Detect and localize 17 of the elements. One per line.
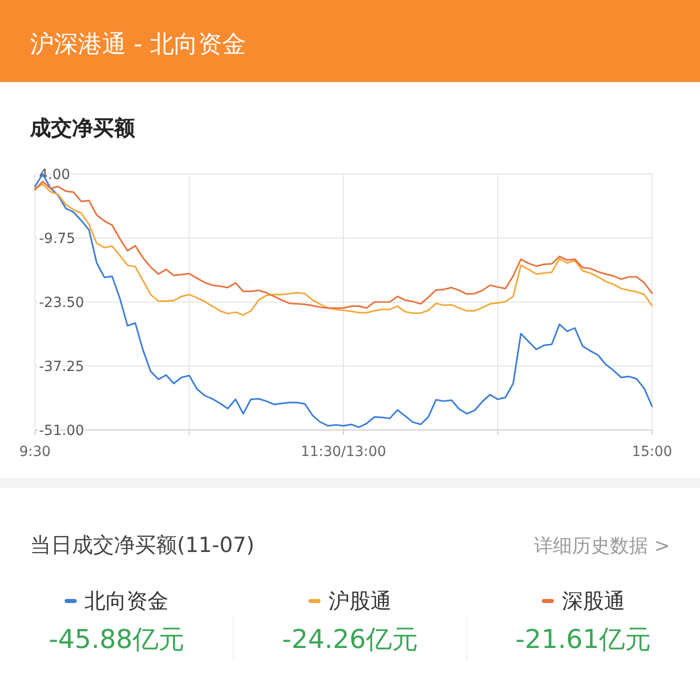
text: 当日成交净买额(11-07) — [30, 533, 254, 557]
legend-label: 沪股通 — [328, 589, 392, 613]
chart-subtitle: 成交净买额 — [29, 116, 136, 140]
text: -21.61亿元 — [515, 625, 652, 655]
chart-title: 沪深港通 - 北向资金 — [30, 30, 246, 58]
x-tick-label: 9:30 — [19, 444, 51, 460]
x-tick-label: 15:00 — [632, 444, 672, 460]
y-tick-label: -23.50 — [39, 295, 84, 311]
text: -45.88亿元 — [48, 625, 185, 655]
text: 详细历史数据 > — [534, 535, 670, 557]
legend-label: 北向资金 — [84, 589, 169, 613]
legend-label: 深股通 — [562, 589, 625, 613]
text: -24.26亿元 — [282, 625, 418, 655]
x-tick-label: 11:30/13:00 — [300, 444, 386, 460]
y-tick-label: -9.75 — [39, 231, 76, 247]
y-tick-label: -51.00 — [39, 423, 84, 439]
y-tick-label: -37.25 — [39, 359, 84, 375]
